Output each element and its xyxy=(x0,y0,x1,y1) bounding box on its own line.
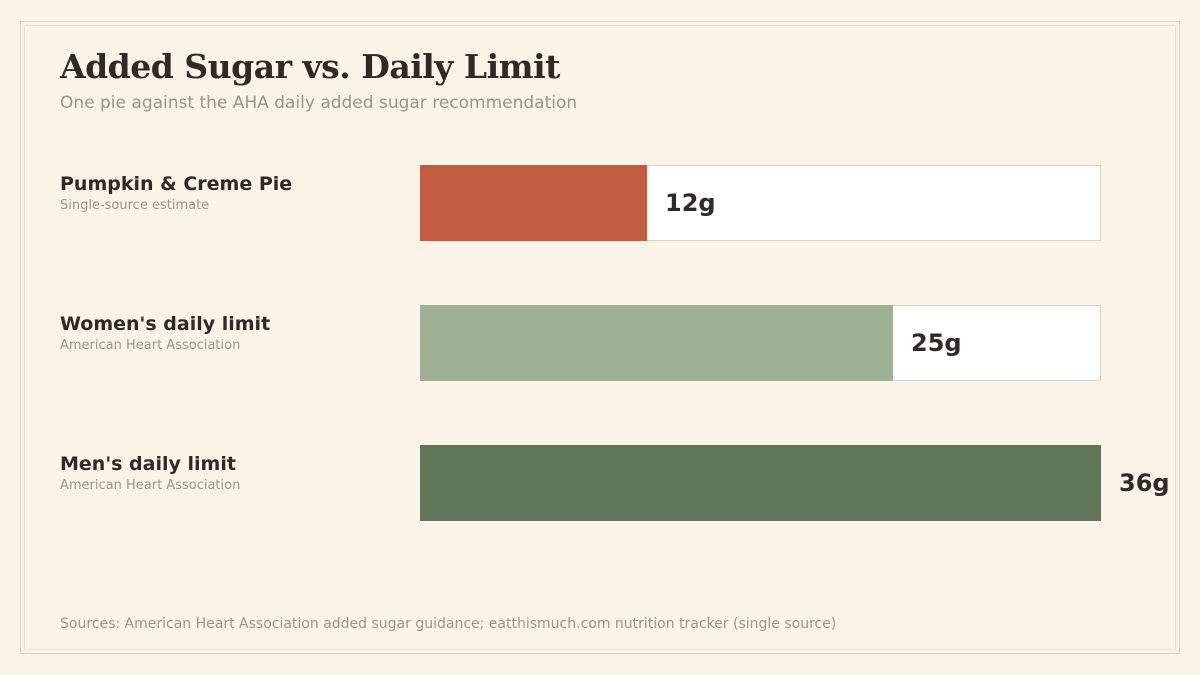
category-source: American Heart Association xyxy=(60,478,241,493)
category-source: American Heart Association xyxy=(60,338,241,353)
bar xyxy=(420,305,893,381)
category-source: Single-source estimate xyxy=(60,198,210,213)
chart-frame-inner xyxy=(24,25,1176,650)
chart-subtitle: One pie against the AHA daily added suga… xyxy=(60,93,578,113)
chart-frame xyxy=(20,21,1180,654)
value-label: 12g xyxy=(665,189,716,217)
row-label-2: Men's daily limit American Heart Associa… xyxy=(60,452,400,495)
value-label: 25g xyxy=(911,329,962,357)
row-label-1: Women's daily limit American Heart Assoc… xyxy=(60,312,400,355)
chart-title: Added Sugar vs. Daily Limit xyxy=(60,47,560,86)
category-label: Pumpkin & Creme Pie xyxy=(60,173,293,195)
category-label: Men's daily limit xyxy=(60,453,236,475)
row-label-0: Pumpkin & Creme Pie Single-source estima… xyxy=(60,172,400,215)
sources-footer: Sources: American Heart Association adde… xyxy=(60,616,837,632)
bar xyxy=(420,445,1101,521)
bar xyxy=(420,165,647,241)
category-label: Women's daily limit xyxy=(60,313,271,335)
value-label: 36g xyxy=(1119,469,1170,497)
